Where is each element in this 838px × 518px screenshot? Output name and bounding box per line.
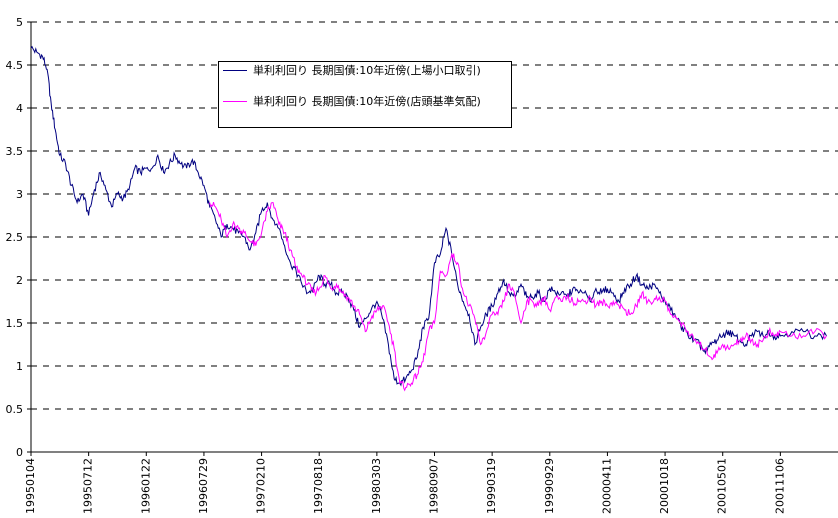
x-tick-label: 20000411 bbox=[600, 458, 613, 514]
legend-label-series-2: 単利利回り 長期国債:10年近傍(店頭基準気配) bbox=[253, 96, 509, 108]
y-tick-labels: 0 0.5 1 1.5 2 2.5 3 3.5 4 4.5 5 bbox=[6, 16, 24, 459]
y-tick-label: 1 bbox=[16, 360, 23, 373]
series-line-2 bbox=[210, 202, 827, 390]
y-tick-label: 3.5 bbox=[6, 145, 24, 158]
x-tick-label: 19960729 bbox=[197, 458, 210, 514]
y-tick-label: 0.5 bbox=[6, 403, 24, 416]
x-tick-label: 20011106 bbox=[773, 458, 786, 514]
x-tick-label: 19970818 bbox=[312, 458, 325, 514]
y-tick-label: 4.5 bbox=[6, 59, 24, 72]
x-tick-label: 20001018 bbox=[658, 458, 671, 514]
y-tick-label: 2.5 bbox=[6, 231, 24, 244]
y-tick-label: 4 bbox=[16, 102, 23, 115]
legend-swatch-series-2 bbox=[223, 101, 247, 102]
x-tick-label: 19980907 bbox=[428, 458, 441, 514]
legend-label-series-1: 単利利回り 長期国債:10年近傍(上場小口取引) bbox=[253, 65, 509, 77]
x-tick-label: 19990319 bbox=[485, 458, 498, 514]
y-tick-label: 0 bbox=[16, 446, 23, 459]
x-tick-label: 19980303 bbox=[370, 458, 383, 514]
x-tick-label: 19990929 bbox=[543, 458, 556, 514]
x-tick-label: 19970210 bbox=[255, 458, 268, 514]
chart-legend: 単利利回り 長期国債:10年近傍(上場小口取引) 単利利回り 長期国債:10年近… bbox=[218, 61, 512, 128]
y-tick-label: 1.5 bbox=[6, 317, 24, 330]
x-tick-label: 19950104 bbox=[24, 458, 37, 514]
x-tick-label: 19950712 bbox=[82, 458, 95, 514]
x-tick-label: 20010501 bbox=[716, 458, 729, 514]
y-tick-label: 3 bbox=[16, 188, 23, 201]
y-tick-label: 5 bbox=[16, 16, 23, 29]
x-tick-labels: 19950104 19950712 19960122 19960729 19970210… bbox=[24, 458, 786, 514]
legend-swatch-series-1 bbox=[223, 70, 247, 71]
y-tick-label: 2 bbox=[16, 274, 23, 287]
x-tick-label: 19960122 bbox=[139, 458, 152, 514]
